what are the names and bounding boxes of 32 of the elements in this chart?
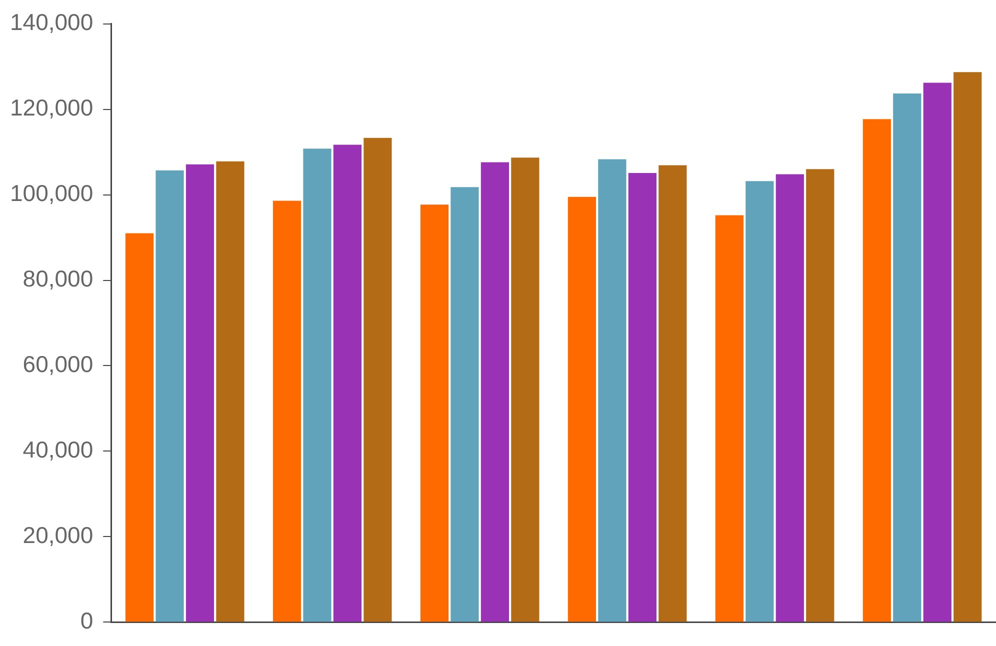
y-tick-label: 0 (80, 608, 94, 634)
bar (715, 215, 744, 622)
bar (628, 172, 656, 622)
bar (364, 138, 392, 622)
bar (746, 181, 774, 622)
bar (954, 72, 982, 622)
bar (333, 144, 362, 622)
bar (568, 196, 596, 622)
bar (893, 93, 922, 622)
y-tick-label: 60,000 (22, 351, 94, 378)
bar (511, 158, 540, 622)
bar (216, 161, 244, 622)
y-tick-label: 120,000 (10, 94, 94, 121)
bar (862, 119, 891, 622)
bar (923, 82, 952, 622)
y-tick-label: 80,000 (22, 266, 94, 292)
bar (776, 174, 804, 622)
y-tick-label: 100,000 (10, 180, 94, 206)
bar (806, 169, 834, 622)
bar (480, 162, 510, 622)
bar (272, 200, 302, 622)
bar (450, 187, 479, 622)
bar (186, 164, 214, 622)
y-tick-label: 20,000 (22, 522, 94, 548)
bar (156, 170, 184, 622)
bar (658, 165, 687, 622)
bar (303, 148, 332, 622)
bar (598, 159, 626, 622)
bar (420, 204, 449, 622)
y-tick-label: 140,000 (10, 9, 94, 36)
y-tick-label: 40,000 (22, 436, 94, 463)
bar (125, 233, 154, 622)
